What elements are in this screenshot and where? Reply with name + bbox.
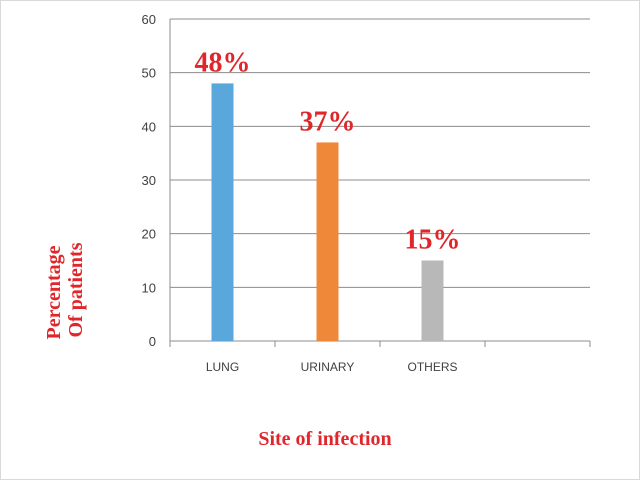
bars — [211, 83, 444, 342]
data-label-others: 15% — [405, 225, 461, 256]
data-label-urinary: 37% — [300, 106, 356, 137]
bar-urinary — [316, 142, 339, 341]
data-labels: 48% 37% 15% — [195, 47, 461, 255]
x-tick-label-urinary: URINARY — [301, 360, 355, 374]
bar-others — [421, 260, 444, 341]
gridlines — [169, 18, 591, 347]
y-tick-label: 0 — [149, 334, 156, 349]
x-tick-label-others: OTHERS — [407, 360, 457, 374]
x-axis-title: Site of infection — [258, 428, 391, 450]
y-axis-title-line-2: Of patients — [65, 242, 87, 337]
x-tick-label-lung: LUNG — [206, 360, 239, 374]
y-tick-label: 50 — [142, 66, 156, 81]
y-tick-label: 10 — [142, 280, 156, 295]
y-tick-label: 60 — [142, 12, 156, 27]
data-label-lung: 48% — [195, 47, 251, 78]
y-tick-label: 40 — [142, 119, 156, 134]
y-tick-label: 30 — [142, 173, 156, 188]
y-axis-title: Percentage Of patients — [43, 240, 87, 339]
bar-lung — [211, 83, 234, 342]
y-tick-labels: 0 10 20 30 40 50 60 — [142, 12, 156, 349]
y-tick-label: 20 — [142, 227, 156, 242]
y-axis-title-line-1: Percentage — [43, 245, 65, 339]
x-tick-labels: LUNG URINARY OTHERS — [206, 360, 458, 374]
